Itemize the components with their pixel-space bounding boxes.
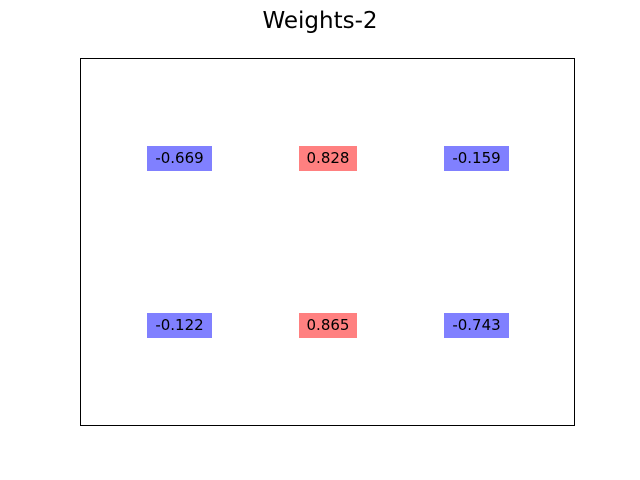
weight-cell-r2-c3: -0.743	[444, 313, 509, 338]
weight-cell-r2-c2: 0.865	[299, 313, 357, 338]
weight-cell-r2-c1: -0.122	[147, 313, 212, 338]
plot-area: -0.669 0.828 -0.159 -0.122 0.865 -0.743	[80, 58, 575, 426]
weight-cell-r1-c2: 0.828	[299, 146, 357, 171]
weight-cell-r1-c1: -0.669	[147, 146, 212, 171]
chart-title: Weights-2	[262, 8, 378, 34]
weight-cell-r1-c3: -0.159	[444, 146, 509, 171]
